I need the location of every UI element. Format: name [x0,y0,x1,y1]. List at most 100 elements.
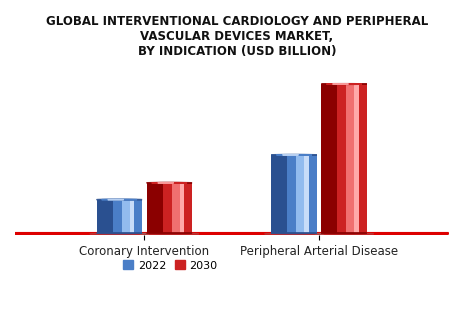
Bar [304,155,306,233]
Ellipse shape [264,233,324,234]
Bar [128,200,129,233]
Bar [299,155,300,233]
Ellipse shape [272,233,317,234]
Bar [272,155,273,233]
Bar [342,84,343,233]
Bar [316,155,317,233]
Bar [101,200,103,233]
Bar [184,183,186,233]
Bar [311,155,313,233]
Bar [294,155,296,233]
Bar [151,183,153,233]
Bar [175,183,176,233]
Bar [325,84,326,233]
Bar [114,200,115,233]
Bar [108,200,109,233]
Bar [150,183,152,233]
Bar [335,84,337,233]
Bar [298,155,299,233]
Bar [349,84,350,233]
Bar [329,84,331,233]
Ellipse shape [315,233,374,234]
Bar [190,183,191,233]
Bar [137,200,139,233]
Bar [112,200,114,233]
Bar [291,155,292,233]
Bar [287,155,289,233]
Bar [165,183,166,233]
Bar [169,183,171,233]
Bar [332,84,333,233]
Bar [189,183,190,233]
Bar [296,155,298,233]
Bar [339,84,341,233]
Bar [310,155,311,233]
Bar [306,155,307,233]
Bar [124,200,126,233]
Bar [289,155,290,233]
Bar [181,183,182,233]
Bar [132,200,133,233]
Bar [277,155,279,233]
Bar [110,200,112,233]
Bar [105,200,106,233]
Bar [177,183,179,233]
Bar [137,200,138,233]
Bar [125,200,127,233]
Ellipse shape [146,233,192,234]
Bar [353,84,355,233]
Bar [131,200,132,233]
Bar [282,155,283,233]
Bar [352,84,354,233]
Bar [273,155,275,233]
Bar [102,200,104,233]
Bar [359,84,360,233]
Bar [309,155,310,233]
Bar [174,183,175,233]
Bar [178,183,180,233]
Bar [173,183,174,233]
Ellipse shape [101,199,137,200]
Bar [128,200,130,233]
Bar [303,155,305,233]
Bar [172,183,173,233]
Bar [134,200,136,233]
Bar [276,155,277,233]
Bar [286,155,288,233]
Bar [191,183,192,233]
Bar [323,84,324,233]
Bar [167,183,169,233]
Bar [166,183,167,233]
Bar [350,84,351,233]
Bar [315,155,316,233]
Bar [168,183,170,233]
Bar [180,183,181,233]
Ellipse shape [90,233,149,234]
Bar [347,84,349,233]
Bar [133,200,135,233]
Bar [156,183,157,233]
Bar [356,84,357,233]
Bar [355,84,356,233]
Bar [293,155,294,233]
Bar [337,84,339,233]
Bar [273,155,274,233]
Bar [343,84,345,233]
Bar [301,155,302,233]
Bar [188,183,189,233]
Bar [99,200,100,233]
Bar [116,200,118,233]
Bar [308,155,309,233]
Title: GLOBAL INTERVENTIONAL CARDIOLOGY AND PERIPHERAL
VASCULAR DEVICES MARKET,
BY INDI: GLOBAL INTERVENTIONAL CARDIOLOGY AND PER… [46,15,428,58]
Bar [98,200,99,233]
Bar [107,200,109,233]
Bar [120,200,122,233]
Bar [185,183,187,233]
Bar [103,200,105,233]
Bar [117,200,118,233]
Bar [345,84,347,233]
Legend: 2022, 2030: 2022, 2030 [120,257,221,274]
Bar [279,155,281,233]
Bar [284,155,285,233]
Bar [146,183,148,233]
